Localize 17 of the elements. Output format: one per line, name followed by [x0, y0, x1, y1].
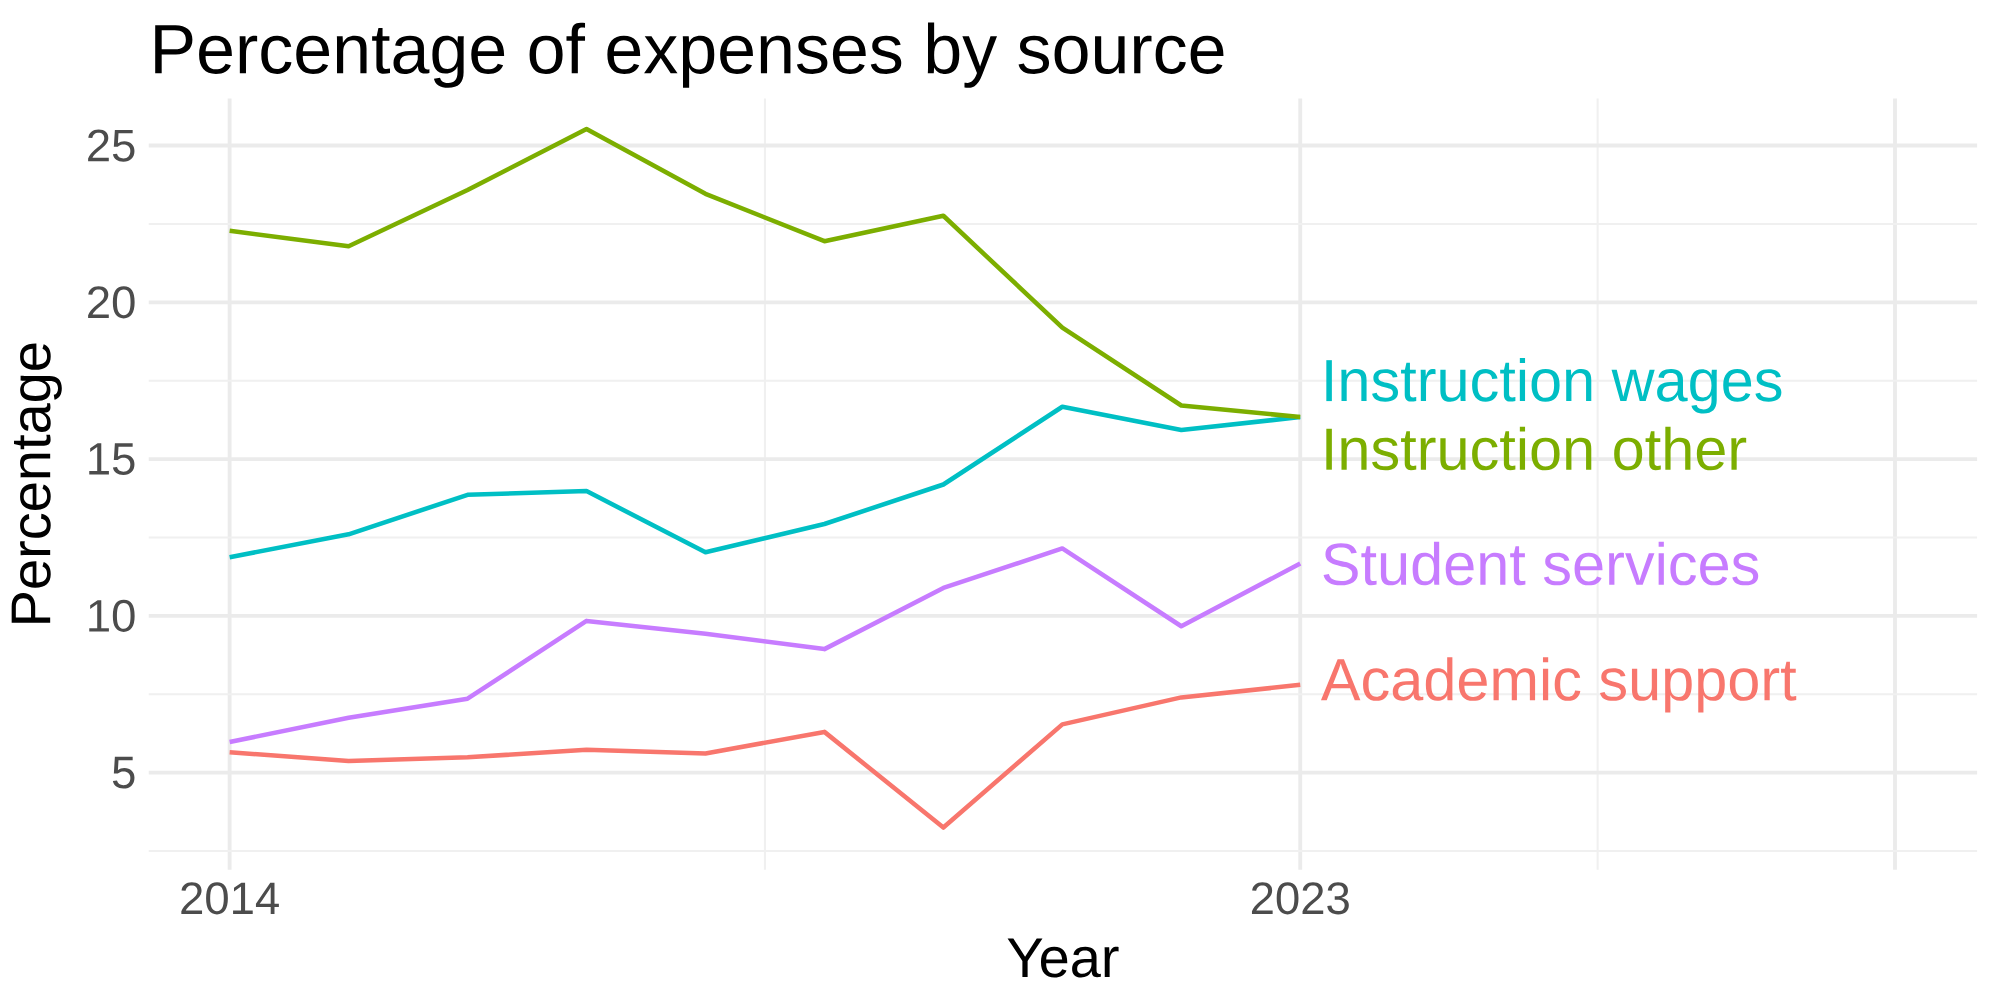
line-series	[227, 546, 1303, 745]
y-tick-label: 5	[112, 756, 135, 789]
line-series	[227, 682, 1303, 830]
chart-title: Percentage of expenses by source	[155, 22, 1224, 88]
y-tick-label: 25	[88, 129, 135, 162]
y-tick-label: 15	[89, 443, 135, 475]
series-label: Instruction other	[1326, 426, 1747, 471]
y-tick-label: 20	[88, 286, 135, 319]
series-label: Instruction wages	[1326, 357, 1782, 414]
series-label: Student services	[1323, 541, 1759, 586]
x-tick-label: 2023	[1251, 882, 1349, 915]
y-axis-title: Percentage	[11, 343, 62, 623]
series-label: Academic support	[1320, 657, 1797, 713]
y-tick-label: 10	[89, 599, 135, 632]
x-tick-label: 2014	[181, 882, 279, 915]
line-series	[227, 126, 1303, 420]
x-axis-title: Year	[1007, 938, 1119, 978]
